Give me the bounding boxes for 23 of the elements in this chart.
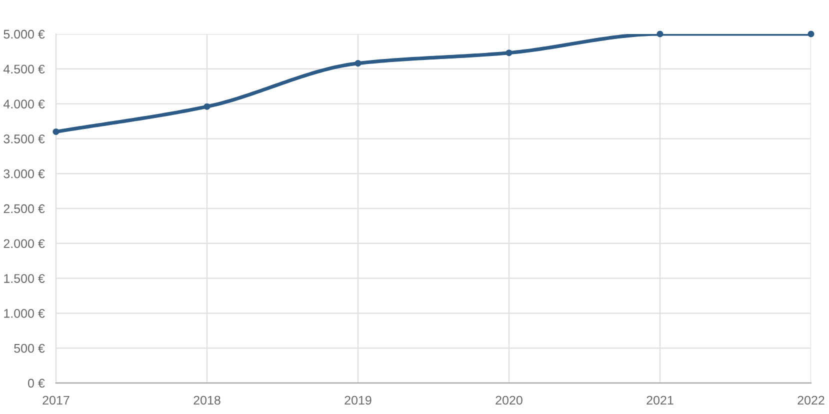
y-tick-label: 4.500 € (3, 64, 45, 74)
y-tick-label: 3.500 € (4, 134, 45, 144)
y-tick-label: 5.000 € (4, 30, 45, 39)
x-tick-label: 2018 (194, 396, 220, 405)
point (808, 30, 814, 38)
y-tick-label: 2.500 € (4, 204, 45, 214)
x-tick-label: 2019 (344, 396, 372, 405)
point (204, 103, 210, 110)
y-tick-label: 1.000 € (4, 309, 45, 318)
y-tick-label: 3.000 € (4, 169, 45, 178)
point (656, 30, 664, 38)
point (506, 50, 512, 56)
point (354, 60, 362, 67)
y-tick-label: 2.000 € (4, 239, 45, 248)
y-tick-label: 0 € (28, 378, 45, 388)
x-tick-label: 2017 (42, 396, 70, 405)
x-tick-label: 2021 (646, 396, 674, 405)
x-tick-label: 2020 (496, 396, 522, 405)
y-tick-label: 500 € (14, 344, 45, 353)
x-tick-label: 2022 (798, 396, 824, 405)
y-tick-label: 4.000 € (3, 100, 45, 108)
point (52, 128, 60, 135)
y-tick-label: 1.500 € (4, 274, 45, 283)
